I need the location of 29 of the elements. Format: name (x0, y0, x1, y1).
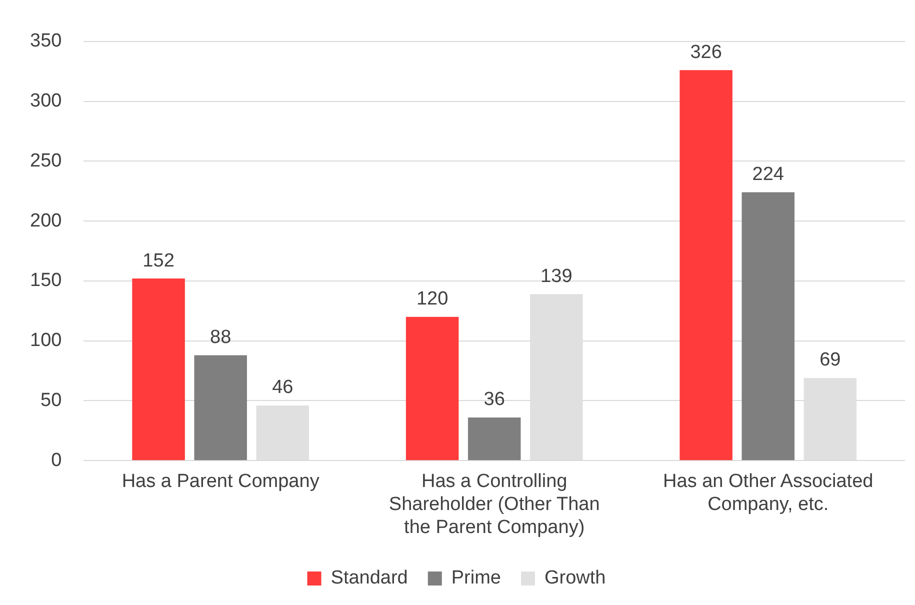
bar (468, 417, 521, 460)
bar (742, 192, 794, 460)
y-tick-label: 300 (30, 90, 62, 112)
data-label: 139 (540, 266, 572, 287)
y-tick-label: 50 (40, 390, 62, 411)
data-label: 88 (210, 326, 232, 348)
data-label: 46 (272, 377, 294, 398)
y-tick-label: 150 (30, 270, 62, 292)
bar (406, 316, 459, 460)
data-label: 326 (690, 42, 722, 63)
data-label: 224 (752, 164, 784, 186)
x-tick-label: Has a Controlling Shareholder (Other Than the Parent Company) (388, 471, 600, 538)
legend-label: Growth (544, 568, 606, 589)
legend-label: Prime (451, 568, 502, 589)
data-label: 152 (142, 250, 174, 272)
y-tick-label: 0 (51, 450, 62, 471)
y-tick-label: 200 (30, 210, 62, 232)
bar (194, 355, 247, 460)
data-label: 36 (484, 389, 505, 410)
data-label: 120 (416, 288, 448, 310)
x-tick-label: Has a Parent Company (122, 471, 320, 492)
x-tick-label: Has an Other Associated Company, etc. (663, 471, 874, 516)
y-tick-label: 250 (30, 150, 62, 172)
data-label: 69 (820, 350, 841, 371)
y-tick-label: 100 (30, 330, 62, 352)
bar (680, 70, 732, 460)
bar (132, 278, 185, 460)
y-tick-label: 350 (30, 30, 62, 52)
legend-label: Standard (330, 568, 408, 589)
